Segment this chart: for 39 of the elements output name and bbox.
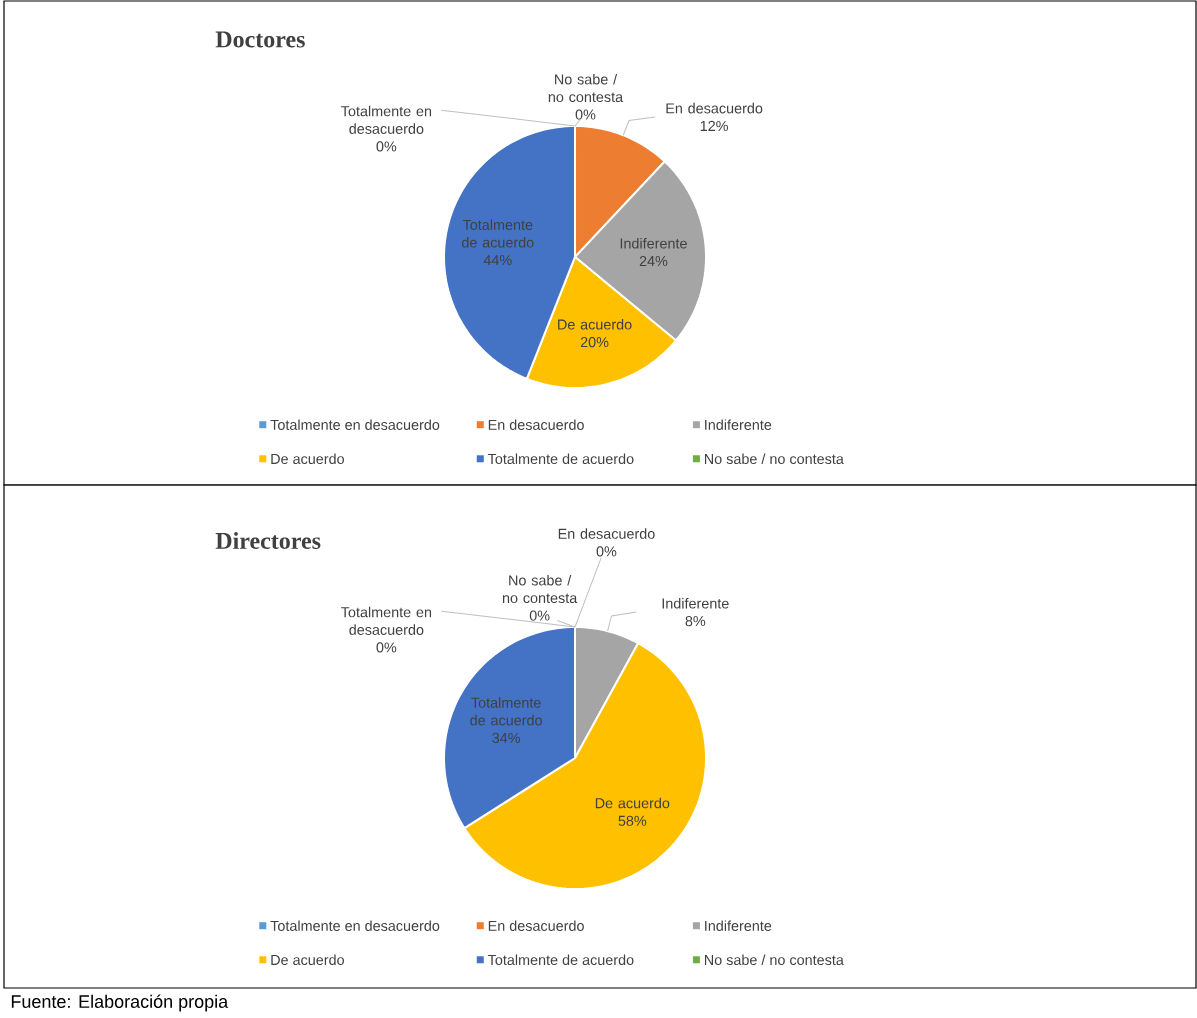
- slice-label: Indiferente: [620, 237, 687, 249]
- chart-title: Directores: [215, 532, 321, 549]
- source-note: Fuente: Elaboración propia: [11, 994, 229, 1012]
- legend-label: No sabe / no contesta: [704, 453, 844, 465]
- data-label: 58%: [618, 815, 647, 826]
- data-label: 24%: [639, 255, 668, 267]
- category-label: No sabe / no contesta: [548, 73, 624, 103]
- legend-label: En desacuerdo: [488, 419, 584, 430]
- legend-label: De acuerdo: [271, 954, 344, 966]
- slice-label: Totalmente de acuerdo: [461, 219, 534, 248]
- category-label: En desacuerdo: [558, 528, 655, 539]
- data-label: 20%: [580, 337, 609, 348]
- legend-label: Totalmente de acuerdo: [487, 954, 634, 966]
- legend-label: No sabe / no contesta: [704, 954, 844, 966]
- category-label: Totalmente en desacuerdo: [341, 105, 432, 134]
- data-label: 12%: [700, 120, 728, 131]
- legend-label: Totalmente de acuerdo: [487, 453, 634, 465]
- legend-label: Indiferente: [705, 419, 772, 430]
- text: 0%: [529, 610, 550, 621]
- legend-label: Totalmente en desacuerdo: [270, 419, 440, 430]
- data-label: 34%: [492, 732, 521, 743]
- text: 0%: [575, 109, 596, 120]
- text: 0%: [376, 642, 397, 653]
- slice-label: En desacuerdo: [666, 102, 763, 114]
- slice-label: Totalmente de acuerdo: [470, 697, 542, 726]
- chart-title: Doctores: [215, 31, 305, 48]
- category-label: No sabe / no contesta: [502, 574, 578, 604]
- legend-label: En desacuerdo: [488, 920, 584, 931]
- slice-label: De acuerdo: [558, 319, 632, 330]
- slice-label: De acuerdo: [595, 797, 670, 809]
- text: 0%: [376, 141, 397, 152]
- category-label: Totalmente en desacuerdo: [341, 606, 432, 635]
- legend-label: Indiferente: [705, 920, 772, 931]
- slice-label: Indiferente: [662, 597, 729, 609]
- legend-label: Totalmente en desacuerdo: [270, 920, 440, 931]
- data-label: 8%: [685, 615, 706, 627]
- text: 0%: [596, 546, 617, 557]
- legend-label: De acuerdo: [271, 453, 344, 465]
- data-label: 44%: [483, 255, 512, 266]
